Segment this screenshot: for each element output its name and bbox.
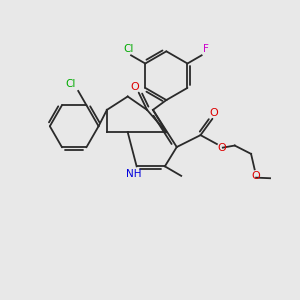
Text: O: O xyxy=(209,108,218,118)
Text: F: F xyxy=(203,44,209,54)
Text: O: O xyxy=(218,142,226,153)
Text: Cl: Cl xyxy=(66,80,76,89)
Text: O: O xyxy=(131,82,140,92)
Text: NH: NH xyxy=(126,169,141,179)
Text: Cl: Cl xyxy=(124,44,134,54)
Text: O: O xyxy=(252,171,260,181)
